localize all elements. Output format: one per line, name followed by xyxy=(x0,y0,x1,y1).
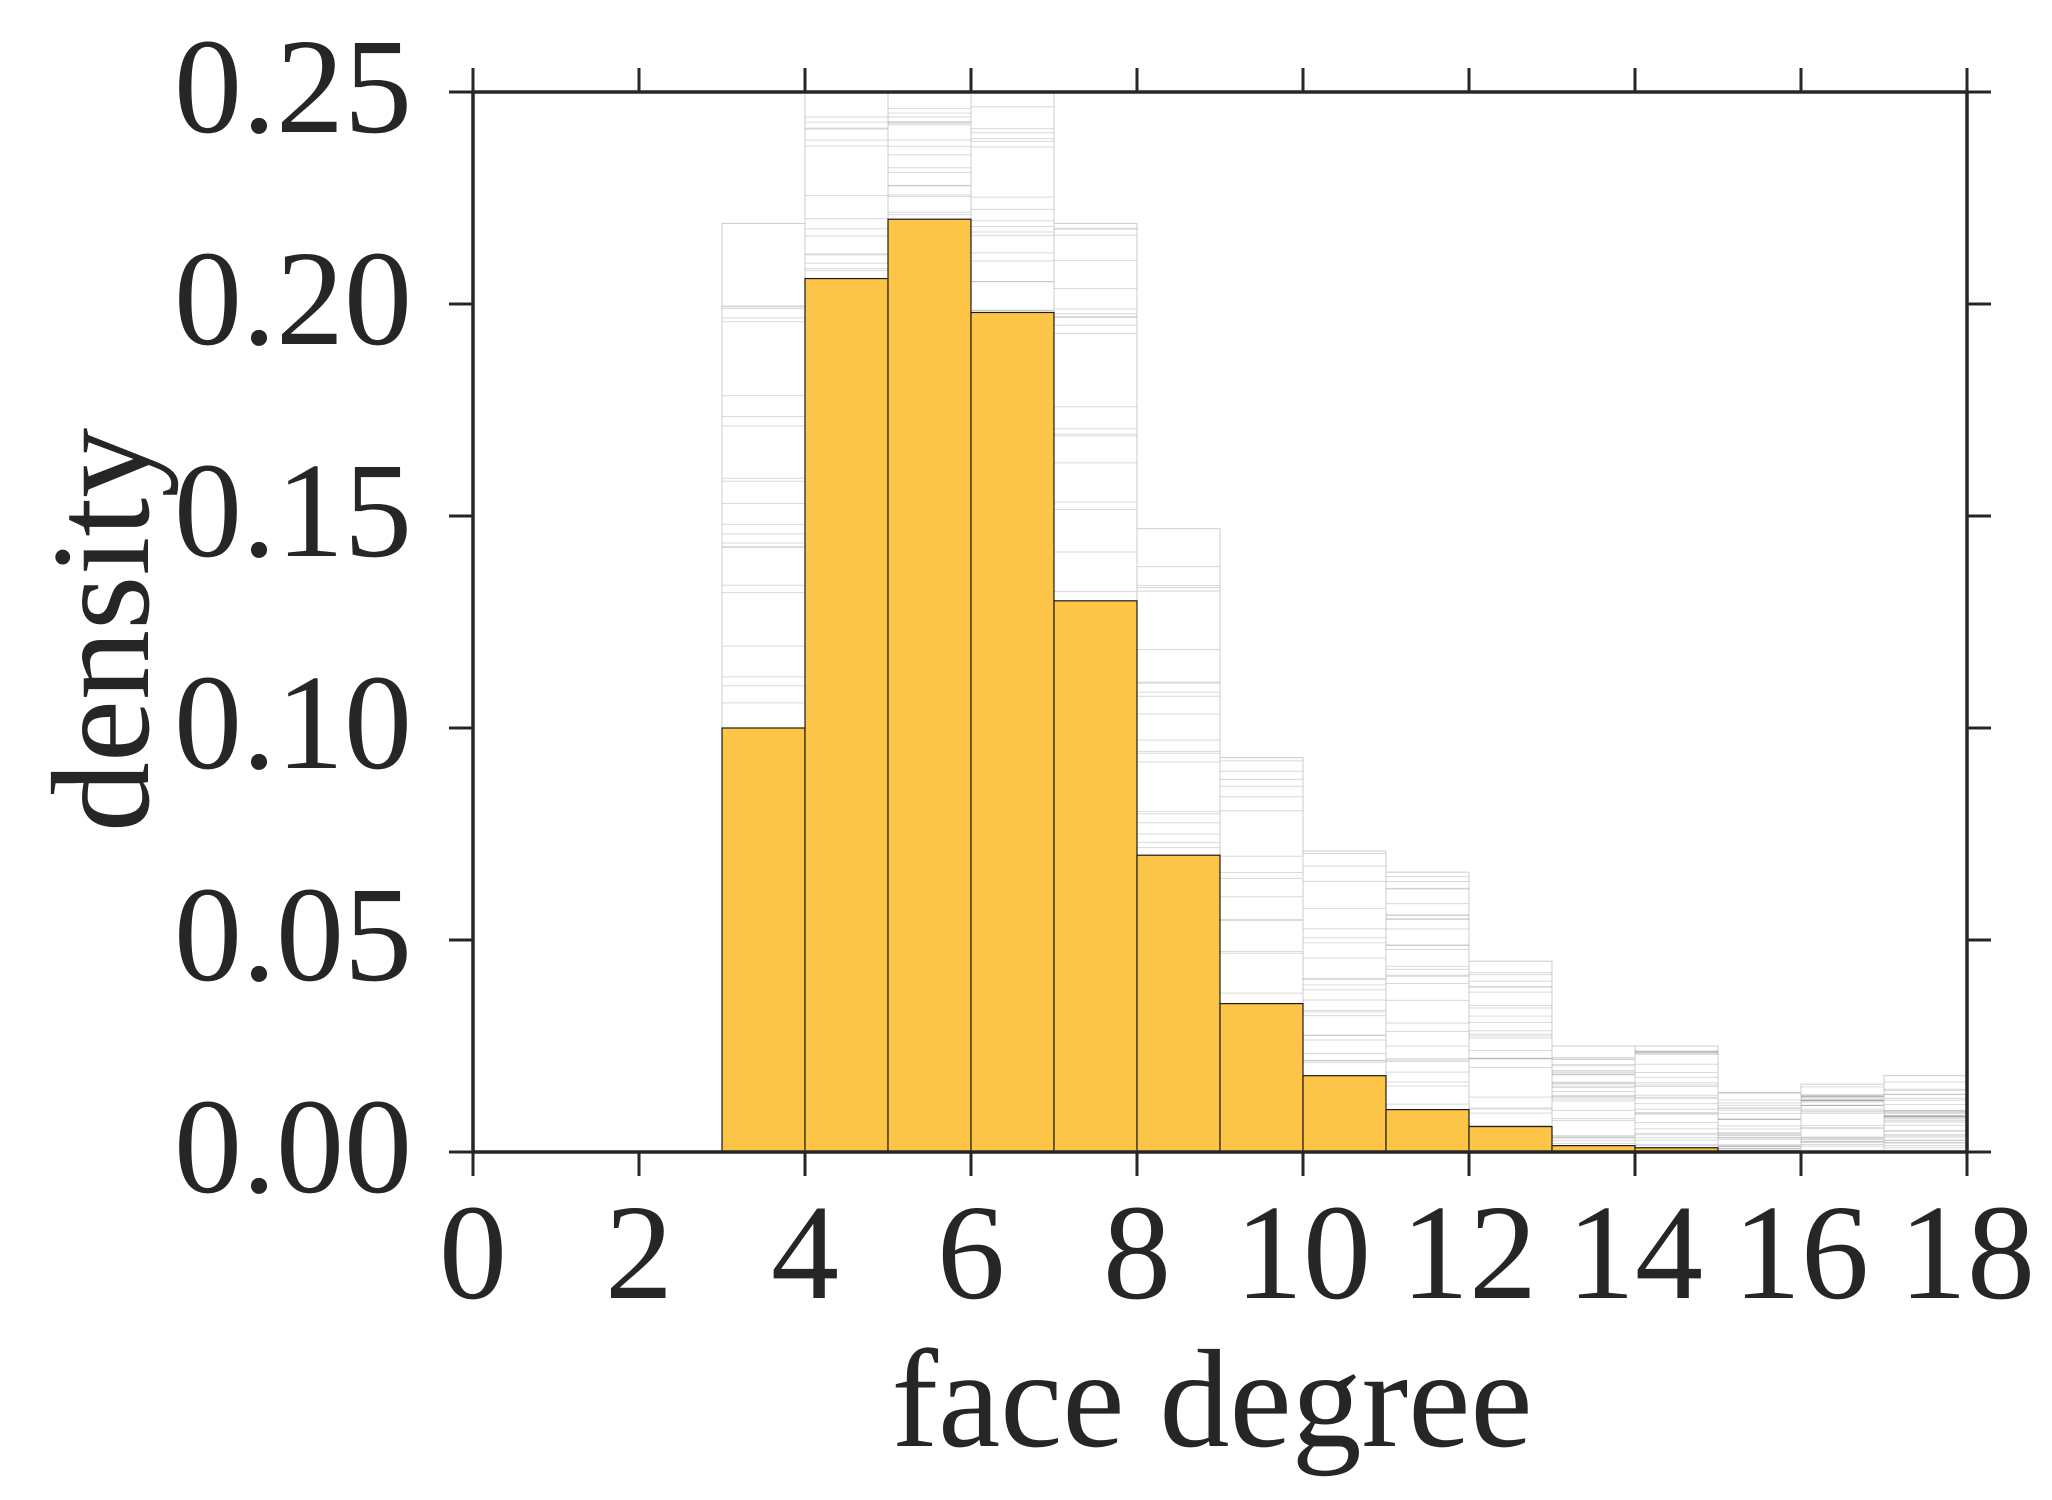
y-tick-label-5: 0.25 xyxy=(174,12,412,162)
y-axis-title: density xyxy=(24,428,179,832)
x-tick-label-7: 14 xyxy=(1567,1178,1703,1328)
sample-lines-8 xyxy=(1386,876,1469,1144)
y-tick-label-4: 0.20 xyxy=(174,224,412,374)
sample-lines-14 xyxy=(1884,1081,1967,1149)
bar-8 xyxy=(1385,1108,1470,1153)
sample-lines-10 xyxy=(1552,1056,1635,1151)
x-tick-label-8: 16 xyxy=(1733,1178,1869,1328)
sample-lines-12 xyxy=(1718,1092,1801,1153)
y-tick-label-2: 0.10 xyxy=(174,648,412,798)
sample-envelope-12 xyxy=(1717,1092,1802,1153)
y-tick-label-3: 0.15 xyxy=(174,436,412,586)
x-tick-label-1: 2 xyxy=(605,1178,673,1328)
bar-2 xyxy=(887,218,972,1153)
sample-lines-11 xyxy=(1635,1050,1718,1152)
bar-layer xyxy=(721,218,1719,1153)
y-tick-label-0: 0.00 xyxy=(174,1072,412,1222)
tick-layer: 0 2 4 6 8 10 12 14 16 18 0.00 0.05 0.10 0.15 0.20 0.25 xyxy=(174,12,2035,1328)
x-tick-label-6: 12 xyxy=(1401,1178,1537,1328)
sample-envelope-11 xyxy=(1634,1045,1719,1153)
sample-lines-9 xyxy=(1469,972,1552,1153)
x-tick-label-9: 18 xyxy=(1899,1178,2035,1328)
sample-lines-13 xyxy=(1801,1086,1884,1153)
bar-7 xyxy=(1302,1075,1387,1153)
sample-envelope-9 xyxy=(1468,960,1553,1153)
bar-9 xyxy=(1468,1125,1553,1153)
bar-1 xyxy=(804,277,889,1153)
x-tick-label-5: 10 xyxy=(1235,1178,1371,1328)
bar-0 xyxy=(721,727,806,1153)
x-tick-label-3: 6 xyxy=(937,1178,1005,1328)
x-axis-title: face degree xyxy=(891,1322,1532,1477)
bar-6 xyxy=(1219,1002,1304,1153)
x-tick-label-4: 8 xyxy=(1103,1178,1171,1328)
bar-3 xyxy=(970,311,1055,1153)
plot-frame xyxy=(471,90,1969,1154)
bar-4 xyxy=(1053,600,1138,1153)
bar-5 xyxy=(1136,854,1221,1153)
axes-layer xyxy=(471,90,1969,1154)
x-tick-label-0: 0 xyxy=(439,1178,507,1328)
x-tick-label-2: 4 xyxy=(771,1178,839,1328)
y-tick-label-1: 0.05 xyxy=(174,860,412,1010)
